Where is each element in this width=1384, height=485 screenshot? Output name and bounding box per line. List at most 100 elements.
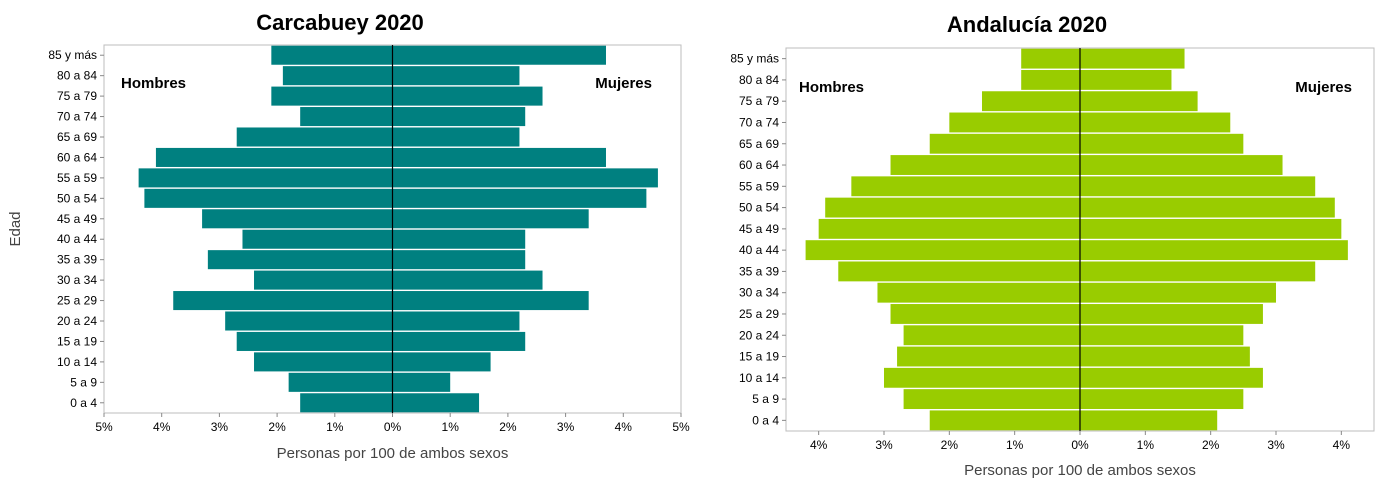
y-tick-label: 80 a 84 [739, 73, 779, 87]
y-tick-label: 80 a 84 [57, 69, 97, 83]
legend-mujeres: Mujeres [1295, 79, 1352, 96]
y-tick-label: 40 a 44 [57, 232, 97, 246]
bar-mujeres [1080, 176, 1316, 197]
x-tick-label: 4% [810, 438, 828, 452]
y-tick-label: 10 a 14 [57, 355, 97, 369]
bar-hombres [877, 282, 1080, 303]
bar-hombres [202, 209, 393, 229]
bar-hombres [236, 331, 393, 351]
y-tick-label: 70 a 74 [739, 115, 779, 129]
legend-mujeres: Mujeres [595, 75, 652, 92]
x-tick-label: 5% [672, 420, 690, 434]
bar-hombres [929, 133, 1080, 154]
bar-mujeres [1080, 91, 1198, 112]
bar-hombres [242, 229, 393, 249]
bar-mujeres [392, 188, 647, 208]
x-tick-label: 1% [326, 420, 344, 434]
bar-mujeres [1080, 240, 1348, 261]
bar-mujeres [1080, 218, 1342, 239]
bar-mujeres [1080, 133, 1244, 154]
y-tick-label: 5 a 9 [70, 375, 97, 389]
x-tick-label: 5% [95, 420, 113, 434]
y-tick-label: 50 a 54 [739, 201, 779, 215]
bar-mujeres [392, 250, 526, 270]
x-tick-label: 1% [1006, 438, 1024, 452]
bar-mujeres [392, 86, 543, 106]
y-tick-label: 30 a 34 [739, 286, 779, 300]
bar-mujeres [392, 209, 589, 229]
x-tick-label: 3% [1267, 438, 1285, 452]
y-tick-label: 85 y más [48, 48, 97, 62]
bar-hombres [300, 393, 393, 413]
bar-hombres [254, 352, 393, 372]
bar-hombres [282, 66, 393, 86]
bar-hombres [236, 127, 393, 147]
legend-hombres: Hombres [121, 75, 186, 92]
x-tick-label: 2% [499, 420, 517, 434]
pyramid-chart-carcabuey: 0 a 4 5 a 9 10 a 14 15 a 19 20 a 24 25 a 29 30… [0, 0, 690, 480]
y-tick-label: 70 a 74 [57, 110, 97, 124]
bar-hombres [1021, 48, 1080, 69]
bar-hombres [890, 304, 1080, 324]
y-tick-label: 0 a 4 [752, 413, 779, 427]
y-tick-label: 85 y más [730, 52, 779, 66]
y-tick-label: 75 a 79 [57, 89, 97, 103]
bar-mujeres [1080, 261, 1316, 282]
x-tick-label: 3% [875, 438, 893, 452]
y-tick-label: 45 a 49 [739, 222, 779, 236]
bar-mujeres [392, 147, 606, 167]
bar-mujeres [392, 270, 543, 290]
bar-hombres [271, 45, 393, 65]
bar-mujeres [392, 168, 658, 188]
x-tick-label: 0% [384, 420, 402, 434]
bar-hombres [903, 389, 1080, 410]
bar-mujeres [392, 372, 451, 392]
y-tick-label: 15 a 19 [739, 350, 779, 364]
chart-title: Carcabuey 2020 [256, 10, 424, 35]
bar-mujeres [392, 311, 520, 331]
y-tick-label: 55 a 59 [57, 171, 97, 185]
x-tick-label: 1% [442, 420, 460, 434]
bar-hombres [300, 107, 393, 127]
bar-hombres [884, 367, 1080, 388]
bar-hombres [890, 155, 1080, 175]
y-tick-label: 35 a 39 [739, 264, 779, 278]
bar-hombres [851, 176, 1080, 197]
bar-hombres [982, 91, 1080, 112]
bar-mujeres [392, 127, 520, 147]
y-tick-label: 5 a 9 [752, 392, 779, 406]
bar-mujeres [392, 107, 526, 127]
bar-mujeres [1080, 367, 1263, 388]
x-axis-label: Personas por 100 de ambos sexos [964, 462, 1196, 479]
bar-hombres [929, 410, 1080, 431]
bar-mujeres [392, 66, 520, 86]
y-tick-label: 60 a 64 [739, 158, 779, 172]
x-tick-label: 4% [615, 420, 633, 434]
bar-mujeres [392, 291, 589, 311]
bar-mujeres [1080, 282, 1276, 303]
y-tick-label: 25 a 29 [57, 294, 97, 308]
bar-hombres [254, 270, 393, 290]
bar-mujeres [1080, 112, 1231, 133]
bar-hombres [897, 346, 1080, 367]
bar-hombres [288, 372, 393, 392]
y-tick-label: 65 a 69 [739, 137, 779, 151]
legend-hombres: Hombres [799, 79, 864, 96]
y-tick-label: 60 a 64 [57, 150, 97, 164]
x-tick-label: 3% [557, 420, 575, 434]
bar-hombres [805, 240, 1080, 261]
bar-mujeres [1080, 346, 1250, 367]
bar-hombres [173, 291, 393, 311]
bar-hombres [144, 188, 393, 208]
x-tick-label: 2% [268, 420, 286, 434]
bar-mujeres [392, 45, 606, 65]
y-tick-label: 35 a 39 [57, 253, 97, 267]
y-tick-label: 75 a 79 [739, 94, 779, 108]
x-tick-label: 4% [153, 420, 171, 434]
bar-mujeres [392, 393, 480, 413]
y-tick-label: 50 a 54 [57, 191, 97, 205]
pyramid-chart-andalucia: 0 a 4 5 a 9 10 a 14 15 a 19 20 a 24 25 a 29 30… [695, 0, 1384, 480]
bar-hombres [1021, 69, 1080, 90]
x-tick-label: 3% [211, 420, 229, 434]
bar-hombres [207, 250, 393, 270]
